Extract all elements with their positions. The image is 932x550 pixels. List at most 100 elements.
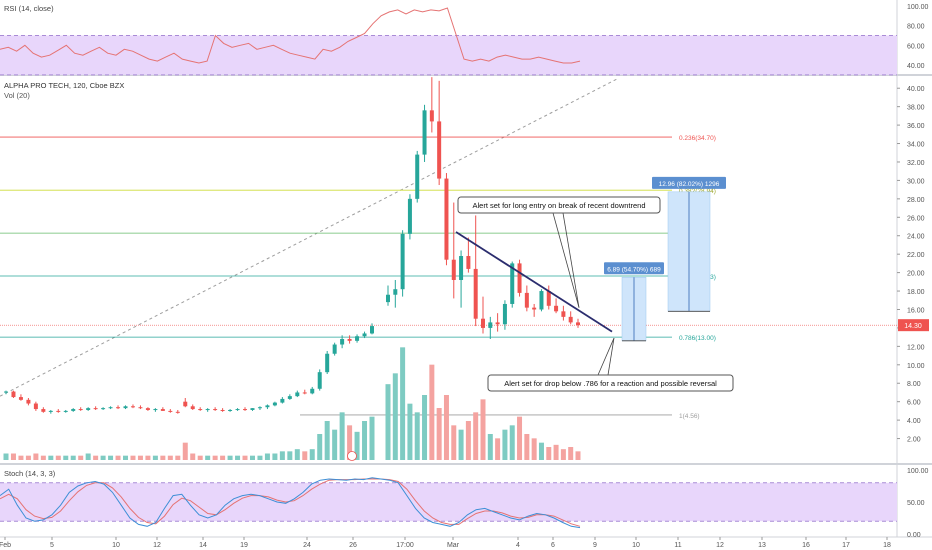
volume-bar (197, 455, 203, 460)
price-tick-label: 38.00 (907, 105, 925, 112)
volume-bar (85, 453, 91, 460)
earnings-marker-icon[interactable] (347, 451, 357, 461)
volume-bar (272, 453, 278, 460)
candle-body (33, 403, 38, 410)
candle-body (250, 408, 255, 410)
candle-body (26, 399, 31, 404)
candle-body (183, 401, 188, 407)
price-tick-label: 2.00 (907, 437, 921, 444)
volume-bar (100, 455, 106, 460)
volume-bar (339, 412, 345, 460)
candle-body (459, 256, 464, 280)
candle-body (422, 110, 427, 155)
candle-body (347, 338, 352, 341)
annotation-pointer (597, 337, 615, 376)
rsi-band (0, 35, 897, 75)
candle-body (295, 392, 300, 397)
time-tick-label: 6 (551, 542, 555, 549)
price-tick-label: 34.00 (907, 142, 925, 149)
candle-body (325, 353, 330, 373)
rsi-tick-label: 60.00 (907, 43, 925, 50)
time-tick-label: 10 (112, 542, 120, 549)
volume-bar (287, 451, 293, 460)
candle-body (466, 256, 471, 269)
volume-bar (443, 395, 449, 460)
price-tick-label: 6.00 (907, 400, 921, 407)
candle-body (532, 307, 537, 310)
volume-bar (509, 425, 515, 460)
volume-bar (317, 434, 323, 460)
volume-bar (354, 431, 360, 460)
candle-body (198, 409, 203, 411)
volume-bar (220, 455, 226, 460)
candle-body (213, 409, 218, 411)
rsi-legend: RSI (14, close) (4, 4, 54, 13)
annotation-pointer (562, 212, 580, 308)
time-tick-label: 4 (516, 542, 520, 549)
volume-bar (407, 403, 413, 460)
price-tick-label: 32.00 (907, 160, 925, 167)
volume-bar (160, 455, 166, 460)
volume-bar (145, 455, 151, 460)
volume-bar (48, 455, 54, 460)
volume-bar (25, 455, 31, 460)
volume-bar (182, 442, 188, 460)
projection-label-bg (604, 262, 664, 275)
volume-bar (264, 453, 270, 460)
volume-bar (279, 451, 285, 460)
annotation-text: Alert set for drop below .786 for a reac… (504, 379, 717, 388)
candle-body (86, 408, 91, 410)
volume-bar (33, 453, 39, 460)
time-tick-label: 9 (593, 542, 597, 549)
price-tick-label: 22.00 (907, 252, 925, 259)
candle-body (205, 409, 210, 411)
time-tick-label: 26 (349, 542, 357, 549)
volume-bar (294, 449, 300, 460)
candle-body (78, 409, 83, 411)
candle-body (340, 338, 345, 345)
price-tick-label: 4.00 (907, 418, 921, 425)
candle-body (400, 233, 405, 290)
candle-body (175, 411, 180, 413)
volume-bar (362, 421, 368, 460)
candle-body (481, 318, 485, 328)
volume-bar (422, 395, 428, 460)
candle-body (568, 316, 573, 323)
price-legend-title: ALPHA PRO TECH, 120, Cboe BZX (4, 81, 124, 90)
volume-bar (40, 455, 46, 460)
price-tick-label: 16.00 (907, 307, 925, 314)
candle-body (517, 263, 522, 293)
volume-bar (385, 384, 391, 460)
volume-bar (436, 408, 442, 460)
volume-bar (205, 455, 211, 460)
volume-bar (235, 455, 241, 460)
annotation-text: Alert set for long entry on break of rec… (472, 201, 645, 210)
volume-bar (495, 438, 501, 460)
price-tick-label: 8.00 (907, 381, 921, 388)
volume-bar (451, 425, 457, 460)
volume-bar (575, 451, 581, 460)
volume-bar (212, 455, 218, 460)
volume-bar (487, 434, 493, 460)
candle-body (168, 410, 173, 412)
candle-body (473, 268, 478, 319)
volume-bar (524, 434, 530, 460)
stoch-band (0, 482, 897, 522)
time-tick-label: 16 (802, 542, 810, 549)
price-tick-label: 10.00 (907, 363, 925, 370)
volume-bar (538, 442, 544, 460)
candle-body (502, 303, 507, 325)
price-tick-label: 24.00 (907, 234, 925, 241)
volume-bar (400, 347, 406, 460)
volume-bar (553, 444, 559, 460)
volume-bar (309, 449, 315, 460)
candle-body (4, 391, 8, 393)
volume-bar (332, 429, 338, 460)
volume-bar (429, 364, 435, 460)
dotted-trendline (0, 78, 618, 397)
volume-bar (70, 455, 76, 460)
volume-bar (10, 453, 16, 460)
volume-bar (175, 455, 181, 460)
price-tick-label: 12.00 (907, 344, 925, 351)
